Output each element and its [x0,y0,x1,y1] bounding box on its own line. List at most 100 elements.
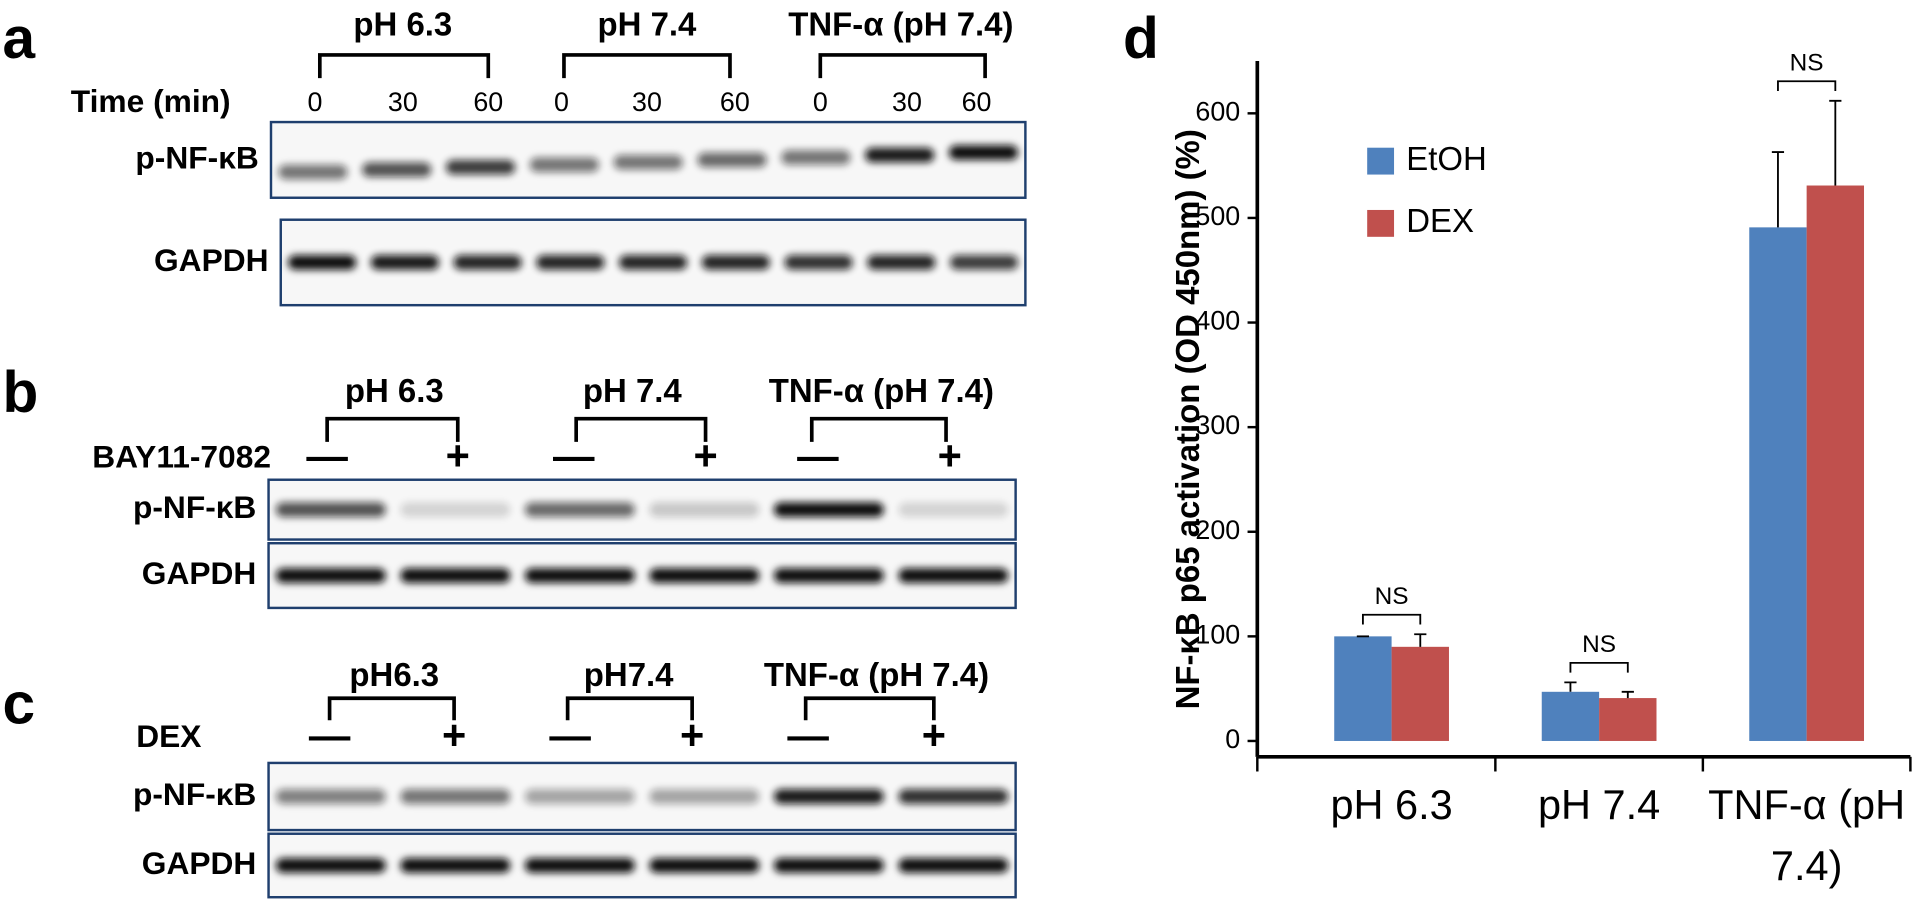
group-label: pH 7.4 [583,372,683,409]
blot-band [898,502,1009,517]
blot-band [613,155,683,170]
error-bar [1771,151,1785,228]
blot-band [948,145,1019,160]
blot-band [773,568,884,583]
bar [1334,636,1392,741]
lane-label: + [922,711,946,758]
y-tick-label: 200 [1195,515,1240,545]
legend-swatch [1367,147,1395,175]
group-bracket [562,53,732,79]
lane-label: 60 [473,87,503,117]
y-tick-label: 0 [1225,724,1240,754]
y-tick-label: 100 [1195,619,1240,649]
group-bracket [325,416,460,442]
legend-label: DEX [1406,202,1474,239]
lane-label: — [787,711,829,758]
panel-label: d [1123,6,1159,71]
group-bracket [327,696,456,721]
error-bar [1621,690,1634,699]
group-bracket [574,416,708,442]
blot-band [619,255,688,270]
lane-label: + [442,711,466,758]
blot-band [275,568,386,583]
blot-band [400,502,511,517]
blot-band [697,152,767,168]
bar [1391,646,1449,741]
blot-band [536,255,605,270]
blot-band [278,164,348,180]
blot-band [362,162,432,178]
group-label: pH 6.3 [353,6,452,43]
bar [1541,691,1600,741]
group-label: pH 7.4 [598,6,698,43]
blot-band [275,858,386,873]
y-tick-label: 600 [1195,96,1240,126]
blot-box [267,761,1017,832]
group-label: pH6.3 [349,656,439,693]
lane-label: 0 [554,87,569,117]
blot-band [400,789,511,804]
row-label: DEX [136,718,201,754]
row-label: Time (min) [71,83,231,119]
blot-band [649,568,760,583]
lane-label: 30 [388,87,418,117]
y-tick-label: 500 [1195,201,1240,231]
group-label: pH7.4 [584,656,674,693]
bar [1599,698,1657,741]
significance-bracket [1361,613,1422,625]
blot-band [275,502,386,517]
blot-band [649,502,760,517]
blot-band [400,568,511,583]
lane-label: 0 [813,87,828,117]
blot-band [400,858,511,873]
lane-label: 30 [632,87,662,117]
error-bar [1414,633,1427,647]
lane-label: — [306,432,348,479]
significance-label: NS [1582,631,1616,658]
blot-band [701,255,770,270]
lane-label: 60 [962,87,992,117]
error-bar [1564,681,1577,692]
blot-band [773,502,884,517]
bar [1749,227,1807,741]
blot-box [267,478,1017,541]
significance-bracket [1777,80,1837,92]
y-tick-label: 300 [1195,410,1240,440]
lane-label: + [938,432,962,479]
blot-label: GAPDH [142,845,257,881]
group-bracket [803,696,936,721]
lane-label: + [446,432,470,479]
bar [1806,185,1865,741]
group-bracket [565,696,694,721]
blot-band [898,858,1009,873]
panel-label: a [2,6,35,71]
error-bar [1829,99,1842,186]
blot-label: p-NF-κB [133,776,256,812]
x-tick-label: TNF-α (pH 7.4) [1708,782,1906,890]
blot-band [898,789,1009,804]
y-axis-label: NF-κB p65 activation (OD 450nm) (%) [1169,129,1206,709]
blot-band [453,255,522,270]
blot-band [898,568,1009,583]
group-bracket [818,53,987,79]
blot-band [370,255,439,270]
blot-band [524,789,635,804]
blot-band [773,789,884,804]
blot-band [949,255,1019,270]
group-label: TNF-α (pH 7.4) [769,372,994,409]
blot-label: GAPDH [142,555,257,591]
blot-band [288,255,357,270]
blot-label: GAPDH [154,242,269,278]
legend-swatch [1367,209,1395,237]
blot-band [524,568,635,583]
significance-label: NS [1375,583,1409,610]
blot-band [784,255,853,270]
y-tick-label: 400 [1195,306,1240,336]
lane-label: 30 [892,87,922,117]
blot-band [649,789,760,804]
x-tick-label: pH 7.4 [1537,782,1661,829]
blot-band [649,858,760,873]
group-label: TNF-α (pH 7.4) [788,6,1013,43]
